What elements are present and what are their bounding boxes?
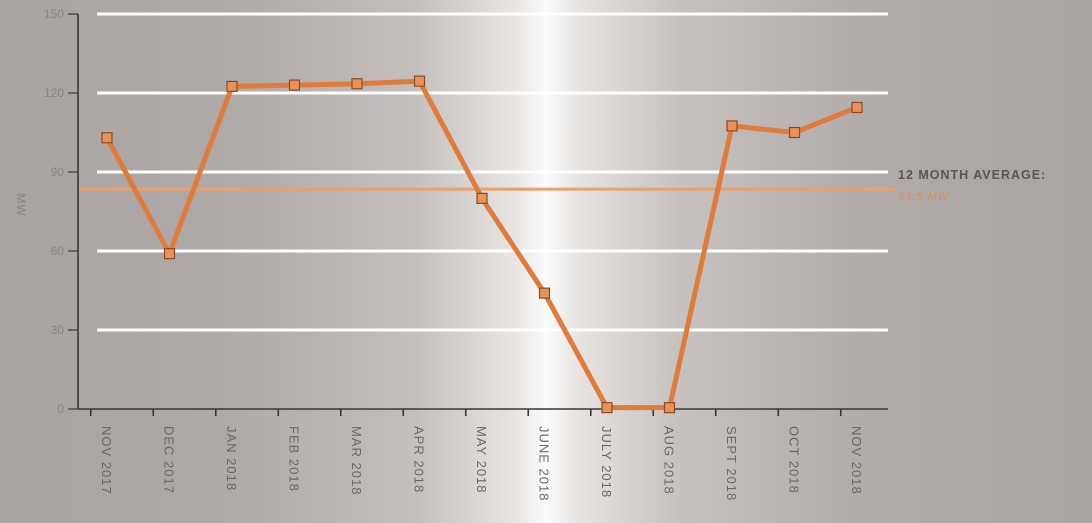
data-point: [726, 120, 738, 132]
data-point: [851, 101, 863, 114]
data-point: [163, 248, 176, 260]
data-point: [413, 75, 426, 87]
series-line: [104, 78, 860, 411]
x-tick-label: DEC 2017: [162, 426, 177, 494]
x-tick-label: JULY 2018: [599, 426, 614, 498]
series-group: [101, 75, 863, 414]
x-tick-label: JUNE 2018: [537, 426, 552, 501]
y-tick-label: 120: [44, 86, 64, 100]
y-axis-label: MW: [14, 193, 28, 216]
data-point: [788, 126, 801, 139]
x-tick-label: OCT 2018: [787, 426, 802, 494]
gridlines: [97, 12, 888, 332]
y-axis-ticks: 0 30 60 90 120 150: [44, 7, 78, 416]
data-point: [226, 80, 238, 93]
data-point: [476, 192, 488, 204]
y-tick-label: 60: [51, 244, 65, 258]
x-tick-label: NOV 2018: [849, 426, 864, 495]
average-label: 12 MONTH AVERAGE:: [898, 168, 1046, 182]
x-axis-ticks: NOV 2017 DEC 2017 JAN 2018 FEB 2018 MAR 2018…: [89, 409, 864, 501]
y-tick-label: 30: [51, 323, 65, 337]
x-tick-label: APR 2018: [412, 426, 427, 493]
x-tick-label: JAN 2018: [224, 426, 239, 491]
x-tick-label: SEPT 2018: [724, 426, 739, 501]
data-point: [601, 402, 613, 414]
y-tick-label: 150: [44, 7, 64, 21]
axes: [77, 14, 888, 410]
average-value-label: 83.5 MW: [898, 191, 950, 203]
data-point: [351, 78, 363, 90]
y-tick-label: 0: [57, 402, 64, 416]
x-tick-label: MAR 2018: [349, 426, 364, 495]
x-tick-label: MAY 2018: [474, 426, 489, 494]
data-point: [538, 287, 551, 299]
data-point: [101, 132, 113, 144]
y-tick-label: 90: [51, 165, 65, 179]
data-point: [288, 79, 301, 91]
x-tick-label: NOV 2017: [99, 426, 114, 495]
data-point: [663, 402, 676, 414]
x-tick-label: FEB 2018: [287, 426, 302, 492]
x-tick-label: AUG 2018: [662, 426, 677, 495]
